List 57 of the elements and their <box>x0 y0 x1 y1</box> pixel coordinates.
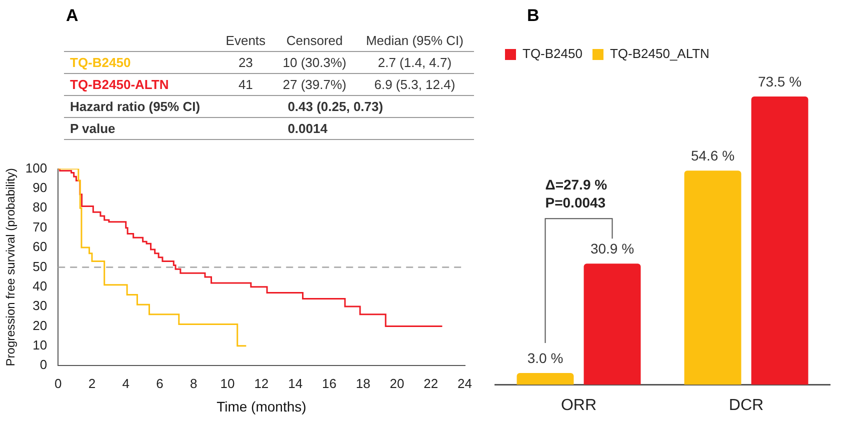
chart-title: B <box>527 6 540 26</box>
x-tick-label: 20 <box>390 376 404 391</box>
text: P value <box>64 118 218 140</box>
y-tick-label: 20 <box>32 318 48 333</box>
bar <box>584 264 641 385</box>
text: 0.0014 <box>218 118 474 140</box>
y-axis-title: Progression free survival (probability) <box>4 168 18 366</box>
x-tick-label: 24 <box>458 376 472 391</box>
data-label: 73.5 % <box>758 73 802 90</box>
legend-label: TQ-B2450 <box>522 46 582 62</box>
text: 41 <box>218 74 274 96</box>
text: TQ-B2450-ALTN <box>64 74 218 96</box>
legend-label: TQ-B2450_ALTN <box>610 46 710 62</box>
x-tick-label: 4 <box>122 376 130 391</box>
x-tick-label: 6 <box>156 376 164 391</box>
text: 2.7 (1.4, 4.7) <box>355 52 474 74</box>
chart-title: A <box>66 6 78 26</box>
y-tick-label: 90 <box>32 180 48 196</box>
y-tick-label: 50 <box>32 258 48 274</box>
text: 0.43 (0.25, 0.73) <box>218 96 474 118</box>
bar <box>751 96 808 385</box>
text: Median (95% CI) <box>355 30 474 52</box>
y-tick-label: 60 <box>32 239 48 254</box>
x-tick-label: 14 <box>288 376 303 391</box>
text: 27 (39.7%) <box>274 74 356 96</box>
y-tick-label: 40 <box>32 278 48 294</box>
annotation: Δ=27.9 % <box>545 176 608 192</box>
x-tick-label: 16 <box>322 376 336 391</box>
x-tick-label: 10 <box>220 376 235 391</box>
text: TQ-B2450 <box>64 52 218 74</box>
text: Hazard ratio (95% CI) <box>64 96 218 118</box>
y-tick-label: 30 <box>32 298 48 314</box>
text: Censored <box>274 30 356 52</box>
x-tick-label: 2 <box>88 376 96 391</box>
x-tick-label: 18 <box>356 376 370 391</box>
data-label: 3.0 % <box>527 350 564 366</box>
x-tick-label: ORR <box>560 396 597 414</box>
y-tick-label: 70 <box>32 219 48 234</box>
bar <box>684 170 742 385</box>
text: 10 (30.3%) <box>274 52 356 74</box>
x-axis-title: Time (months) <box>216 398 306 414</box>
x-tick-label: 8 <box>190 376 198 391</box>
y-tick-label: 0 <box>40 357 48 372</box>
data-label: 54.6 % <box>690 147 735 164</box>
bar <box>516 373 574 385</box>
x-tick-label: 12 <box>254 376 269 391</box>
text: 23 <box>218 52 274 74</box>
text: 6.9 (5.3, 12.4) <box>355 74 474 96</box>
text: Events <box>218 30 274 52</box>
y-tick-label: 100 <box>25 160 48 176</box>
y-tick-label: 10 <box>32 338 48 352</box>
x-tick-label: 0 <box>54 376 62 391</box>
y-tick-label: 80 <box>32 200 48 215</box>
x-tick-label: DCR <box>728 396 764 414</box>
data-label: 30.9 % <box>590 240 634 256</box>
x-tick-label: 22 <box>424 376 438 391</box>
annotation: P=0.0043 <box>545 194 606 210</box>
